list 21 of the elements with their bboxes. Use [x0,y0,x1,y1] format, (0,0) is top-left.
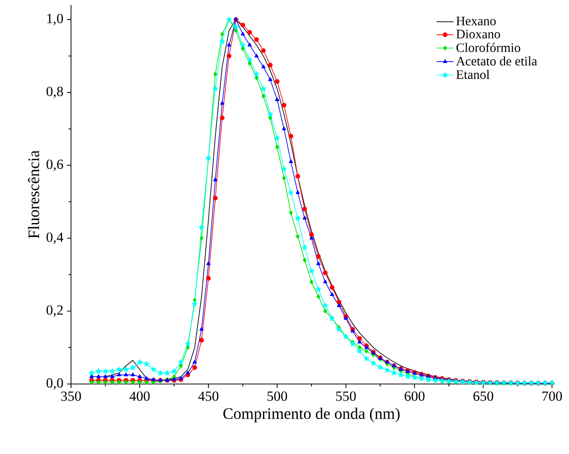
y-tick-label: 0,6 [46,160,64,172]
legend-label: Clorofórmio [456,42,520,52]
x-tick-label: 700 [542,392,562,401]
x-axis-title: Comprimento de onda (nm) [223,408,400,422]
y-tick-label: 0,4 [46,232,64,244]
x-tick-label: 650 [473,392,494,401]
y-tick-label: 1,0 [47,14,63,26]
x-tick-label: 400 [130,392,150,401]
y-tick-label: 0,8 [46,86,63,98]
x-tick-label: 600 [404,392,424,401]
y-tick-label: 0,2 [46,305,63,317]
legend-label: Acetato de etila [456,56,538,66]
x-tick-label: 550 [336,392,356,401]
legend-label: Etanol [456,70,490,79]
x-tick-label: 500 [268,392,288,401]
legend-label: Hexano [456,16,496,26]
y-tick-label: 0,0 [46,378,63,390]
x-tick-label: 350 [61,392,81,401]
y-axis-title: Fluorescência [28,150,40,238]
legend-label: Dioxano [456,30,500,38]
x-tick-label: 450 [198,392,218,401]
